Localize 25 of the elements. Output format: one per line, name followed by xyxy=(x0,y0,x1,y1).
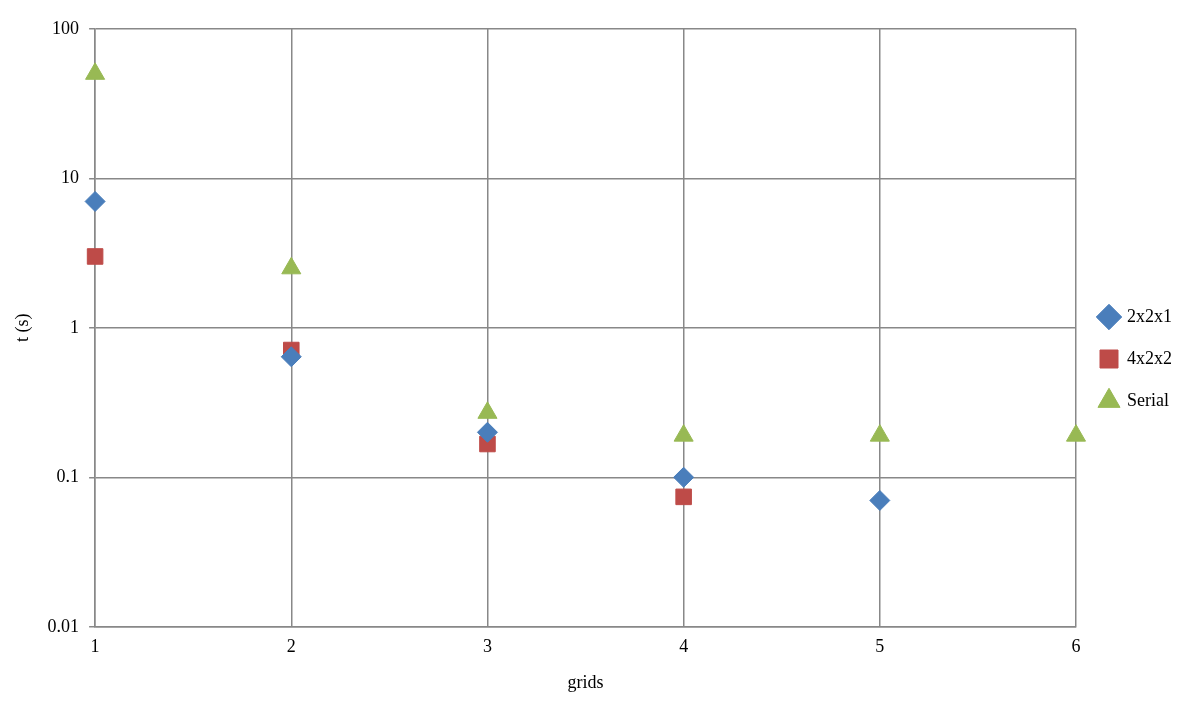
x-tick-label: 6 xyxy=(1071,636,1081,657)
legend-label: Serial xyxy=(1127,389,1169,410)
x-tick-label: 4 xyxy=(679,636,689,657)
point xyxy=(86,248,104,265)
point xyxy=(675,488,692,506)
point xyxy=(280,346,302,368)
legend-label: 4x2x2 xyxy=(1127,347,1172,368)
point xyxy=(869,489,891,511)
x-tick-label: 3 xyxy=(482,636,492,657)
point xyxy=(85,62,106,80)
point xyxy=(476,421,498,443)
legend-label: 2x2x1 xyxy=(1127,305,1172,326)
x-tick-label: 2 xyxy=(286,636,296,657)
x-axis-title: grids xyxy=(567,671,604,692)
point xyxy=(84,190,106,212)
y-tick-label: 0.1 xyxy=(56,466,80,487)
y-tick-label: 1 xyxy=(70,316,80,337)
y-axis-title: t (s) xyxy=(11,313,33,343)
y-tick-label: 0.01 xyxy=(47,615,80,636)
y-tick-label: 100 xyxy=(52,17,80,38)
point xyxy=(673,466,695,488)
point xyxy=(281,256,302,275)
x-tick-label: 5 xyxy=(875,636,885,657)
y-tick-label: 10 xyxy=(61,167,80,188)
x-tick-label: 1 xyxy=(90,636,100,657)
